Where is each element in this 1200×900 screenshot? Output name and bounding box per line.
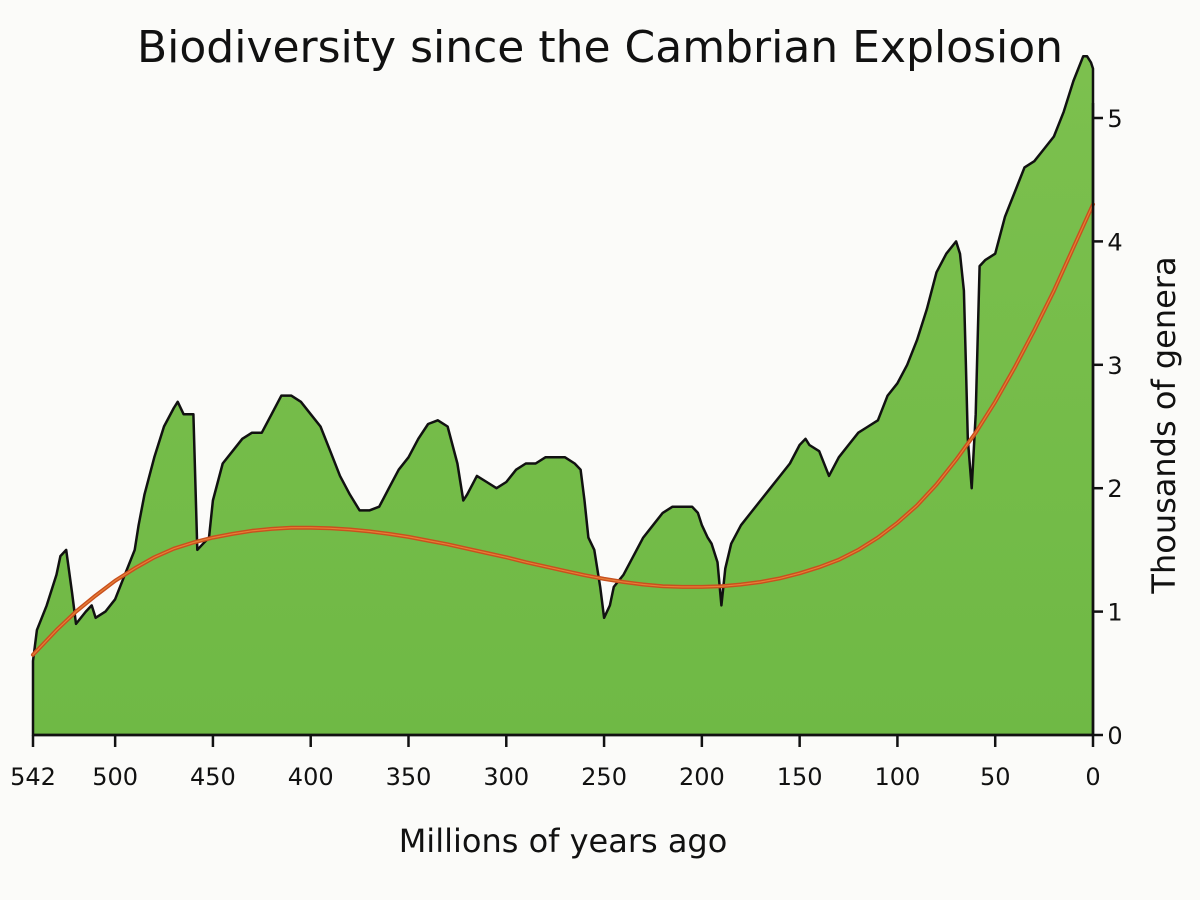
y-axis-label: Thousands of genera (1145, 256, 1183, 594)
plot-area (31, 55, 1095, 737)
y-tick-label: 0 (1107, 722, 1122, 750)
genera-area (31, 55, 1095, 737)
x-tick-label: 350 (386, 763, 432, 791)
x-tick-label: 150 (777, 763, 823, 791)
x-tick-label: 100 (875, 763, 921, 791)
x-tick-label: 300 (483, 763, 529, 791)
y-tick-label: 1 (1107, 599, 1122, 627)
y-axis: 0 1 2 3 4 5 (1091, 103, 1123, 750)
x-tick-label: 250 (581, 763, 627, 791)
y-tick-label: 4 (1107, 228, 1122, 256)
x-tick-label: 450 (190, 763, 236, 791)
x-axis-label: Millions of years ago (399, 822, 728, 860)
y-tick-label: 2 (1107, 475, 1122, 503)
x-tick-label: 50 (980, 763, 1011, 791)
x-tick-label: 0 (1085, 763, 1100, 791)
y-tick-label: 5 (1107, 105, 1122, 133)
x-tick-label: 500 (92, 763, 138, 791)
x-tick-label: 200 (679, 763, 725, 791)
chart-title: Biodiversity since the Cambrian Explosio… (137, 22, 1063, 73)
y-tick-label: 3 (1107, 352, 1122, 380)
x-tick-label: 542 (10, 763, 56, 791)
x-axis: 542 500 450 400 350 300 250 200 150 100 50 0 (10, 733, 1101, 791)
x-tick-label: 400 (288, 763, 334, 791)
trend-line-highlight (32, 203, 1094, 656)
